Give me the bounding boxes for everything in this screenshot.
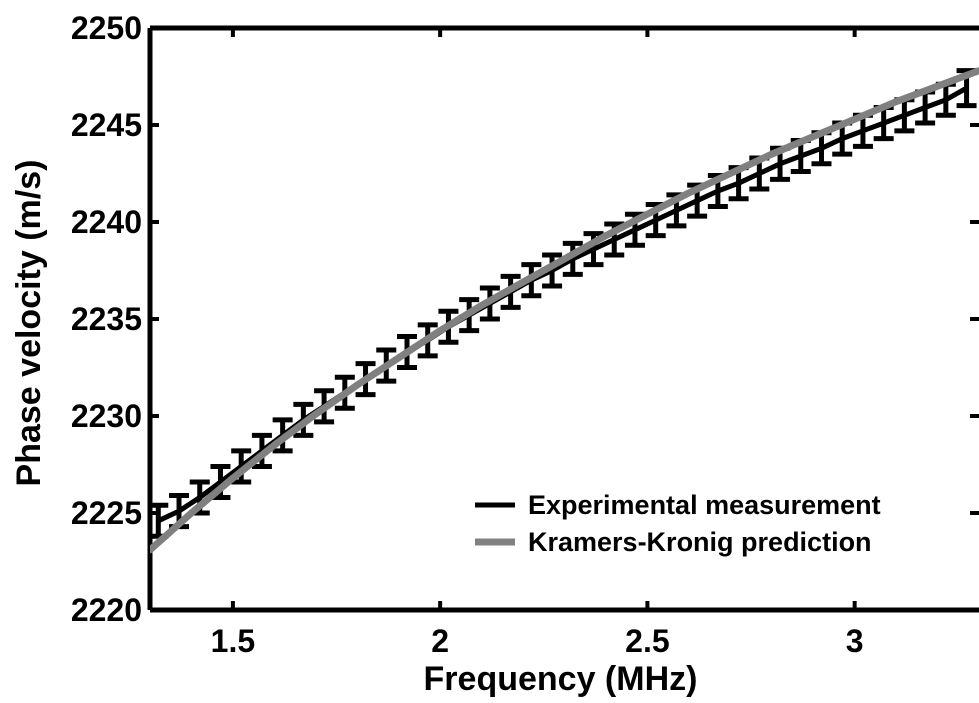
x-tick-label: 1.5 <box>211 623 255 659</box>
y-axis-title: Phase velocity (m/s) <box>10 160 48 487</box>
y-tick-label: 2250 <box>71 10 142 46</box>
y-tick-label: 2235 <box>71 301 142 337</box>
x-tick-label: 2 <box>431 623 449 659</box>
plot-area <box>150 67 979 554</box>
axes: 2220 2225 2230 2235 2240 2245 2250 1.5 2 2.5 3 <box>71 10 979 659</box>
x-tick-label: 3 <box>846 623 864 659</box>
y-tick-label: 2240 <box>71 204 142 240</box>
legend-label: Kramers-Kronig prediction <box>528 527 872 557</box>
y-tick-label: 2245 <box>71 107 142 143</box>
prediction-line <box>150 67 979 554</box>
legend: Experimental measurement Kramers-Kronig p… <box>475 490 881 557</box>
legend-label: Experimental measurement <box>528 490 881 520</box>
y-tick-label: 2225 <box>71 495 142 531</box>
x-tick-label: 2.5 <box>625 623 669 659</box>
x-axis-title: Frequency (MHz) <box>424 660 698 698</box>
y-tick-label: 2230 <box>71 398 142 434</box>
y-tick-label: 2220 <box>71 592 142 628</box>
